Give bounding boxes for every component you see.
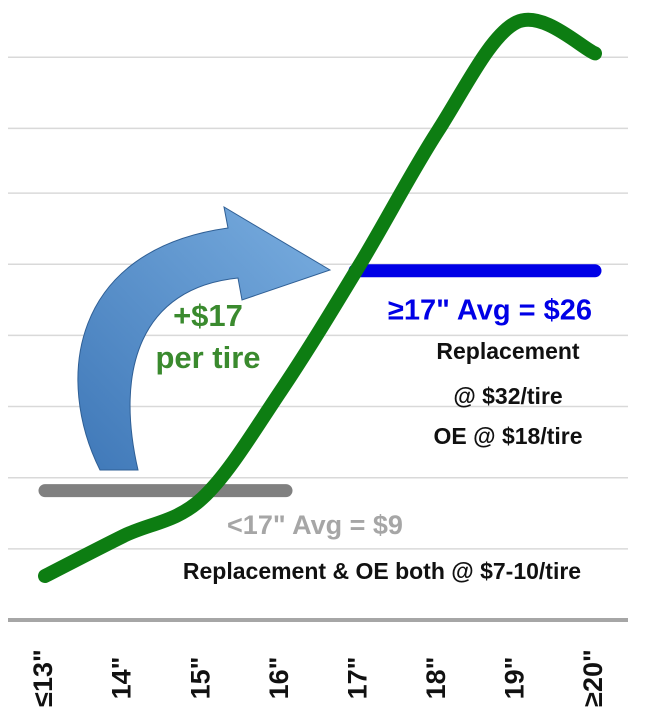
plot [38,12,602,584]
increase-annotation: +$17 [173,298,243,333]
x-tick-label: 16" [264,657,294,700]
increase-annotation: per tire [155,340,260,375]
x-tick-label: ≤13" [28,649,58,707]
x-tick-label: ≥20" [578,649,608,707]
x-tick-label: 19" [500,657,530,700]
above-annotation: Replacement [436,338,580,364]
above-annotation: OE @ $18/tire [434,423,583,449]
below-annotation: Replacement & OE both @ $7-10/tire [183,558,581,584]
reference-label: ≥17" Avg = $26 [388,295,592,327]
above-annotation: @ $32/tire [453,383,562,409]
x-tick-label: 14" [107,657,137,700]
x-tick-label: 17" [342,657,372,700]
reference-label: <17" Avg = $9 [227,510,403,540]
series-line [38,12,602,584]
curved-arrow [77,206,332,471]
x-tick-label: 15" [185,657,215,700]
x-tick-label: 18" [421,657,451,700]
